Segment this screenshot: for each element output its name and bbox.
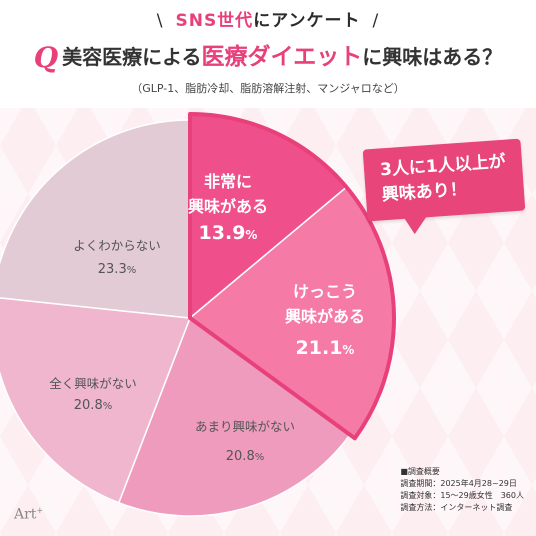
header-panel: \ SNS世代にアンケート / Q 美容医療による医療ダイエットに興味はある？ （GL… [0, 0, 536, 108]
slash-right: / [372, 11, 380, 31]
survey-tag: \ SNS世代にアンケート / [0, 6, 536, 31]
question-pre: 美容医療による [62, 45, 202, 69]
brand-logo: Art+ [14, 506, 43, 523]
highlight-outline [188, 112, 396, 441]
q-mark-icon: Q [33, 41, 59, 74]
survey-tag-rest: にアンケート [253, 11, 361, 31]
meta-target: 調査対象：15～29歳女性 360人 [400, 491, 524, 500]
slice-label-1-line-1: 非常に [204, 172, 252, 191]
slice-value-2: 21.1% [296, 337, 355, 359]
slice-label-1-line-2: 興味がある [188, 197, 268, 216]
slice-label-3-line-1: あまり興味がない [195, 419, 295, 434]
meta-title: ■調査概要 [400, 467, 440, 476]
slice-value-1: 13.9% [199, 222, 258, 244]
slice-value-5: 23.3% [98, 262, 136, 277]
survey-tag-main: SNS世代 [175, 11, 254, 31]
question-note: （GLP-1、脂肪冷却、脂肪溶解注射、マンジャロなど） [131, 82, 405, 95]
logo-text: Art [14, 506, 37, 523]
pie-slice-3 [117, 316, 351, 517]
question-accent: 医療ダイエット [201, 44, 363, 70]
slice-label-2-line-1: けっこう [293, 282, 357, 301]
meta-period: 調査期間：2025年4月28~29日 [400, 479, 517, 488]
slice-value-3: 20.8% [226, 449, 264, 464]
question-title: Q 美容医療による医療ダイエットに興味はある？ [0, 37, 536, 74]
question-post: に興味はある？ [362, 45, 503, 69]
slice-value-4: 20.8% [74, 398, 112, 413]
pie-slice-5 [0, 119, 191, 319]
logo-sup: + [36, 506, 44, 515]
pie-slice-4 [0, 297, 192, 504]
slice-label-4-line-1: 全く興味がない [49, 376, 137, 391]
meta-method: 調査方法：インターネット調査 [400, 503, 513, 512]
callout-text: 3人に1人以上が興味あり！ [379, 151, 507, 206]
slash-left: \ [156, 11, 164, 31]
callout-bubble: 3人に1人以上が興味あり！ [362, 138, 526, 222]
slice-label-5-line-1: よくわからない [73, 238, 161, 253]
slice-label-2-line-2: 興味がある [285, 307, 365, 326]
survey-meta: ■調査概要 調査期間：2025年4月28~29日 調査対象：15～29歳女性 3… [400, 466, 524, 514]
